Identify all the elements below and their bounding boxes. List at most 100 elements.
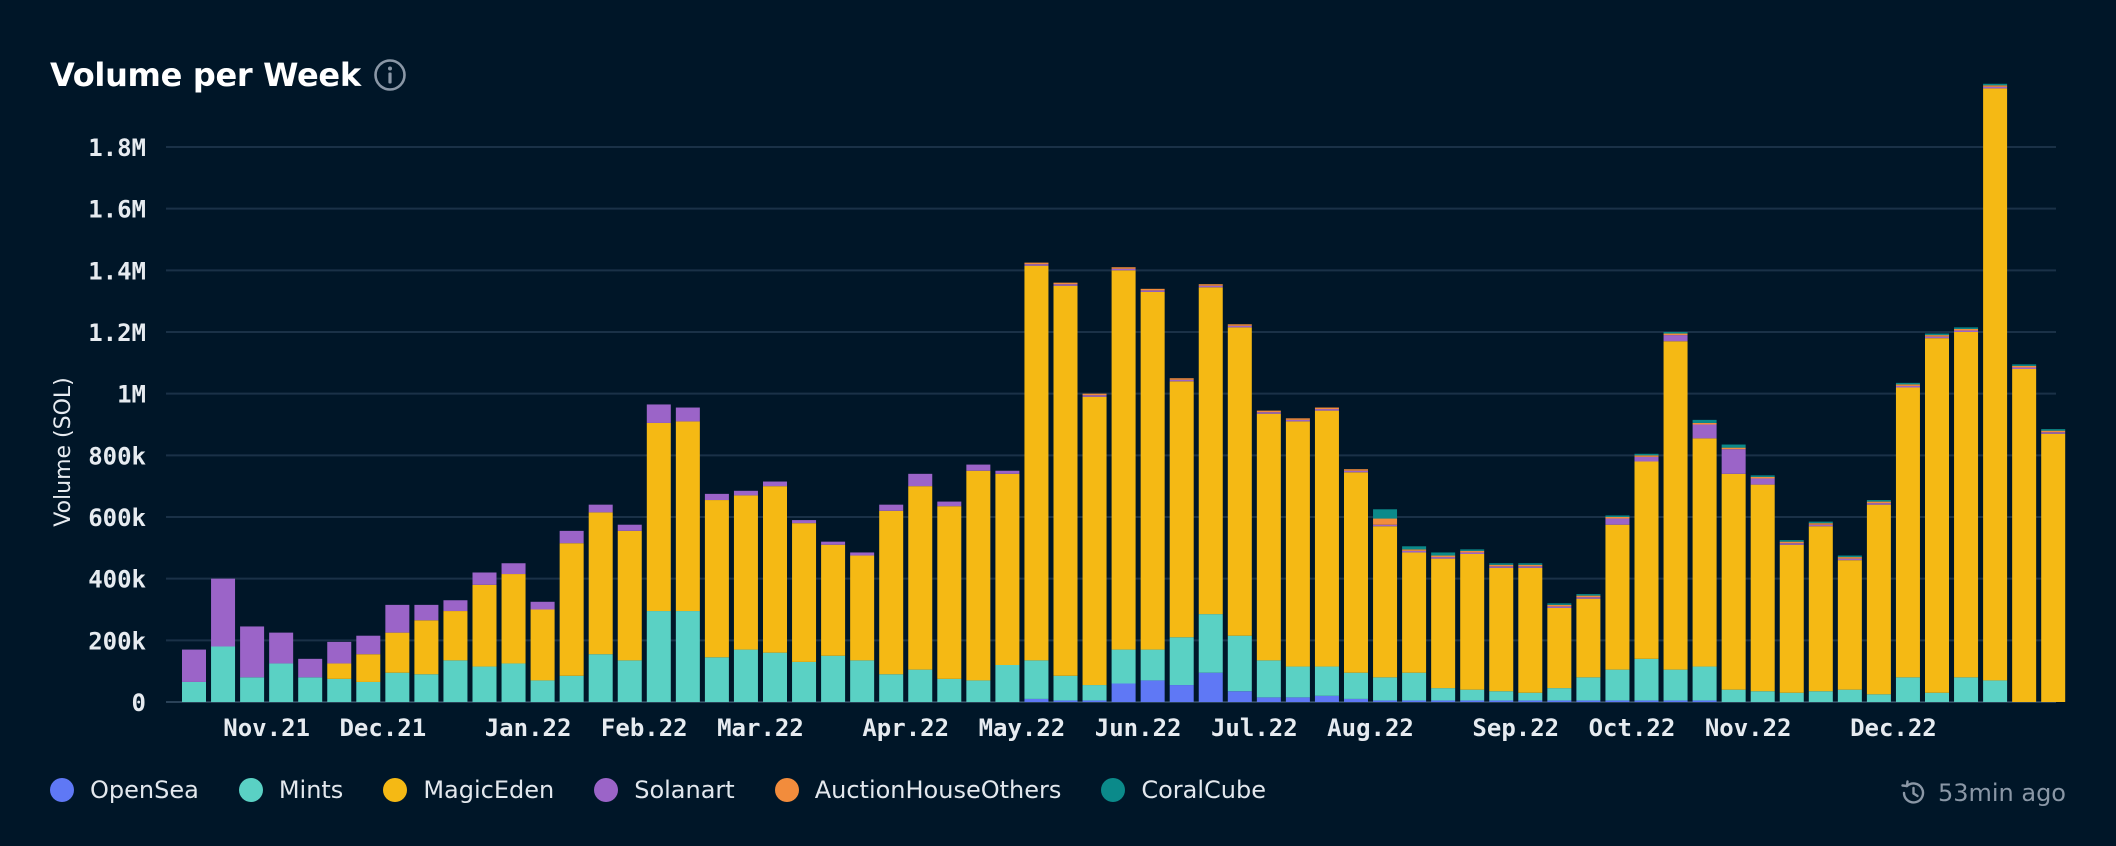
bar-segment-solanart [879,504,904,511]
x-tick-label: Apr.22 [862,714,949,742]
bar-segment-coralcube [1837,555,1862,558]
legend-label: OpenSea [90,776,199,804]
bar-segment-mints [1227,635,1252,692]
bar-segment-opensea [1227,691,1252,702]
bar-segment-solanart [850,552,875,556]
bar-segment-magiceden [1808,526,1833,692]
bar-segment-magiceden [821,544,846,656]
bar-segment-magiceden [1402,552,1427,673]
bar-segment-solanart [1024,264,1049,266]
bar-segment-solanart [937,501,962,507]
bar-segment-coralcube [1605,515,1630,517]
legend-label: AuctionHouseOthers [814,776,1062,804]
bar-segment-magiceden [1460,554,1485,690]
bar-segment-solanart [2012,367,2037,369]
title-row: Volume per Week [50,56,407,94]
bar-segment-magiceden [1895,387,1920,678]
bar-segment-opensea [1082,700,1107,702]
bar-segment-magiceden [1431,558,1456,689]
legend-item-mints[interactable]: Mints [238,776,343,804]
bar-segment-solanart [646,404,671,423]
bar-segment-magiceden [1314,410,1339,667]
bar-segment-auctionhouseothers [1866,501,1891,504]
x-tick-label: Feb.22 [601,714,688,742]
bar-segment-magiceden [1721,473,1746,690]
bar-segment-mints [1925,692,1949,702]
legend-swatch [1101,778,1126,802]
bar-segment-mints [1314,666,1339,696]
bar-segment-opensea [1373,700,1398,702]
bar-segment-auctionhouseothers [1750,476,1775,479]
legend-item-magiceden[interactable]: MagicEden [383,776,554,804]
legend-item-opensea[interactable]: OpenSea [50,776,199,804]
bar-segment-mints [995,665,1020,702]
bar-segment-solanart [908,473,933,487]
bar-segment-opensea [1256,697,1281,702]
bar-segment-magiceden [472,584,497,667]
bar-segment-solanart [385,604,410,633]
bar-segment-mints [298,677,323,702]
bar-segment-magiceden [1954,332,1979,678]
legend-item-auctionhouseothers[interactable]: AuctionHouseOthers [774,776,1062,804]
bar-segment-solanart [1866,503,1891,505]
bar-segment-opensea [1431,700,1456,702]
bar-segment-mints [675,611,700,702]
x-tick-label: Jun.22 [1095,714,1182,742]
bar-segment-mints [588,654,613,702]
bar-segment-magiceden [1053,285,1078,676]
bar-segment-mints [879,674,904,702]
legend-item-solanart[interactable]: Solanart [594,776,735,804]
info-icon[interactable] [373,58,407,92]
bar-segment-mints [443,660,468,702]
bar-segment-magiceden [1082,396,1107,686]
legend-swatch [238,778,263,802]
bar-segment-solanart [763,481,787,487]
bar-segment-solanart [1779,543,1804,545]
bar-segment-solanart [1547,606,1572,608]
bar-segment-mints [1866,694,1891,702]
bar-segment-solanart [1111,268,1136,271]
bar-segment-magiceden [704,500,729,658]
legend-swatch [594,778,619,802]
bar-segment-auctionhouseothers [1605,517,1630,519]
bar-segment-magiceden [1111,270,1136,650]
bar-segment-opensea [1198,672,1223,702]
bar-segment-magiceden [1692,438,1717,667]
bar-segment-solanart [966,464,991,471]
y-tick-label: 1.8M [88,134,146,162]
bar-segment-coralcube [1721,444,1746,448]
bar-segment-opensea [1576,700,1601,702]
bar-segment-coralcube [1460,549,1485,551]
bar-segment-opensea [1053,700,1078,702]
bar-segment-magiceden [530,609,555,681]
bar-segment-solanart [1663,335,1688,342]
bar-segment-magiceden [1750,484,1775,692]
bar-segment-magiceden [1198,287,1223,615]
bar-segment-magiceden [1663,341,1688,670]
bar-segment-auctionhouseothers [1547,604,1572,607]
bar-segment-auctionhouseothers [1954,328,1979,331]
bar-segment-solanart [617,524,642,531]
bar-segment-auctionhouseothers [1227,324,1252,326]
legend-item-coralcube[interactable]: CoralCube [1101,776,1266,804]
bar-segment-solanart [1140,290,1165,292]
bar-segment-auctionhouseothers [1402,549,1427,551]
bar-segment-solanart [1285,419,1310,422]
bar-segment-magiceden [356,654,381,682]
bar-segment-auctionhouseothers [1925,335,1949,337]
bar-segment-solanart [1314,409,1339,411]
bar-segment-solanart [1750,478,1775,485]
bar-segment-mints [1547,688,1572,701]
bar-segment-opensea [1460,700,1485,702]
bar-segment-mints [1111,649,1136,684]
bar-segment-solanart [1082,395,1107,397]
bar-segment-mints [182,681,206,702]
bar-segment-coralcube [1634,453,1659,456]
bar-segment-auctionhouseothers [1024,262,1049,265]
bar-segment-magiceden [1373,526,1398,678]
bar-segment-mints [1518,692,1543,701]
bar-segment-magiceden [1169,381,1194,638]
bar-segment-opensea [1111,683,1136,702]
bar-segment-solanart [821,541,846,545]
